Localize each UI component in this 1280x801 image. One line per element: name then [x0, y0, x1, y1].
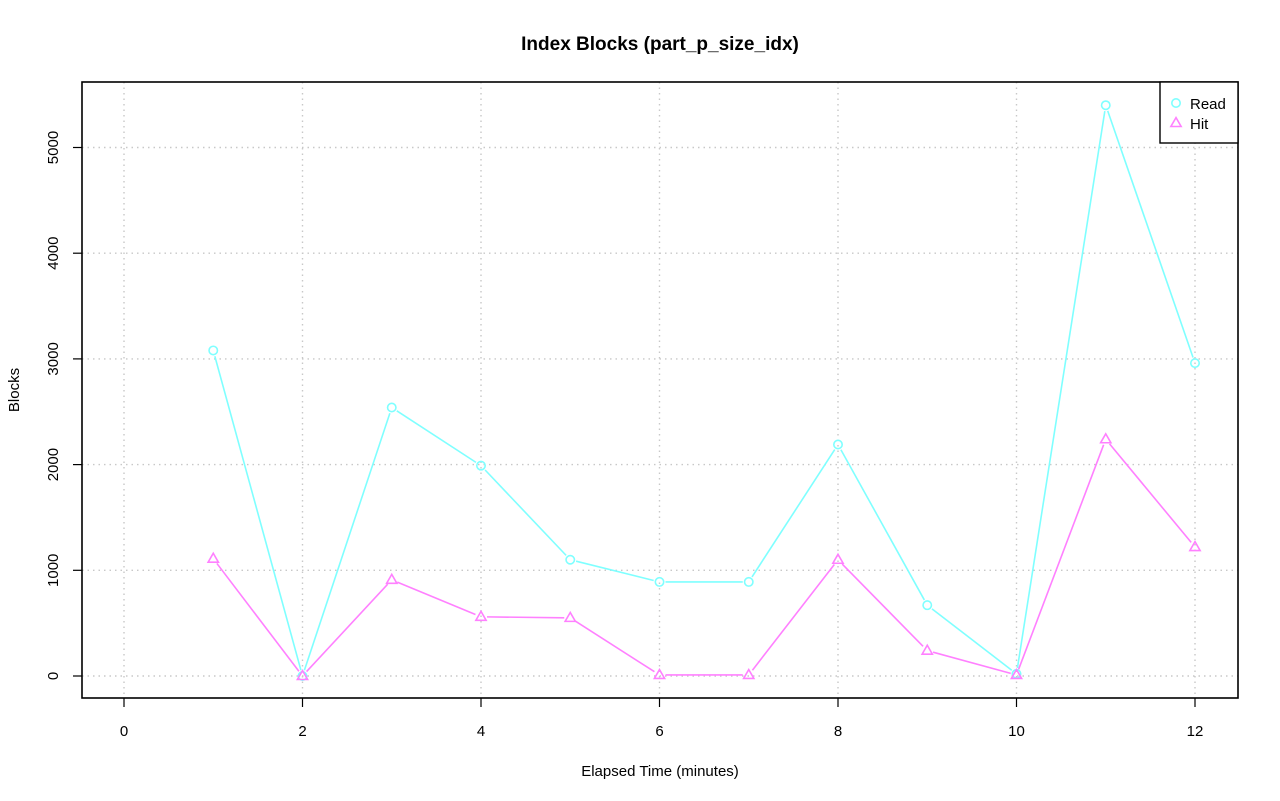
series-hit-segment	[486, 616, 565, 619]
x-tick-label: 8	[834, 723, 842, 740]
x-axis-label: Elapsed Time (minutes)	[581, 763, 739, 780]
y-tick-label: 2000	[45, 448, 62, 481]
y-tick-label: 4000	[45, 237, 62, 270]
legend-label-hit: Hit	[1190, 116, 1209, 133]
legend-box	[1159, 81, 1239, 144]
series-hit-point	[1099, 432, 1113, 444]
series-read-segment	[840, 449, 926, 601]
series-hit	[206, 432, 1202, 681]
series-read-segment	[484, 469, 567, 556]
series-hit-segment	[574, 620, 655, 673]
series-read-point	[208, 345, 219, 356]
series-hit-segment	[1017, 444, 1105, 670]
series-hit-point	[831, 552, 845, 565]
series-read-segment	[931, 608, 1013, 671]
series-read-segment	[575, 560, 654, 582]
series-hit-point	[295, 668, 310, 681]
series-hit-segment	[841, 563, 924, 647]
series-hit-segment	[216, 562, 300, 672]
axis-layer: 0 2 4 6 8 10 12 0 1000 2000 3000 4000 5000	[45, 131, 1203, 740]
series-hit-point	[385, 572, 399, 585]
series-read-point	[475, 460, 486, 471]
series-hit-point	[1009, 667, 1024, 680]
y-tick-label: 5000	[45, 131, 62, 164]
legend-label-read: Read	[1190, 96, 1226, 113]
series-read-point	[743, 576, 754, 587]
series-hit-segment	[932, 651, 1011, 675]
series-read-point	[1190, 358, 1201, 369]
x-tick-label: 10	[1008, 723, 1025, 740]
series-hit-segment	[751, 563, 835, 671]
series-hit-segment	[305, 583, 389, 673]
series-read-segment	[751, 449, 836, 578]
series-hit-point	[474, 609, 488, 622]
series-read-segment	[214, 356, 302, 671]
series-read-segment	[1016, 111, 1106, 669]
series-read-segment	[396, 410, 477, 464]
y-tick-label: 1000	[45, 554, 62, 587]
x-tick-label: 6	[655, 723, 663, 740]
series-hit-point	[742, 667, 756, 680]
series-read-point	[922, 600, 933, 611]
legend-marker-hit	[1169, 115, 1183, 128]
legend-marker-read	[1171, 98, 1182, 109]
legend-marker-hit-symbol	[1169, 115, 1183, 128]
legend-marker-read-symbol	[1171, 98, 1182, 109]
series-hit-segment	[396, 581, 476, 616]
series-read-point	[565, 554, 576, 565]
x-tick-label: 0	[120, 723, 128, 740]
series-hit-point	[206, 551, 220, 563]
x-tick-label: 4	[477, 723, 485, 740]
series-layer	[206, 100, 1202, 681]
x-tick-label: 12	[1187, 723, 1204, 740]
y-tick-label: 3000	[45, 342, 62, 375]
series-hit-point	[652, 667, 667, 680]
series-read	[208, 100, 1201, 681]
series-read-point	[654, 576, 665, 587]
x-tick-label: 2	[298, 723, 306, 740]
chart-title: Index Blocks (part_p_size_idx)	[521, 34, 799, 55]
series-hit-point	[1188, 540, 1202, 552]
y-tick-label: 0	[45, 672, 62, 680]
y-axis-label: Blocks	[6, 368, 23, 412]
series-read-point	[832, 439, 843, 450]
series-read-point	[1100, 100, 1111, 111]
series-read-segment	[1106, 110, 1194, 358]
series-hit-point	[563, 610, 577, 623]
series-hit-point	[920, 643, 934, 655]
grid-layer	[82, 82, 1238, 698]
series-hit-segment	[1108, 443, 1192, 543]
series-read-point	[386, 402, 397, 413]
series-read-segment	[303, 412, 391, 671]
legend: Read Hit	[1159, 81, 1239, 144]
